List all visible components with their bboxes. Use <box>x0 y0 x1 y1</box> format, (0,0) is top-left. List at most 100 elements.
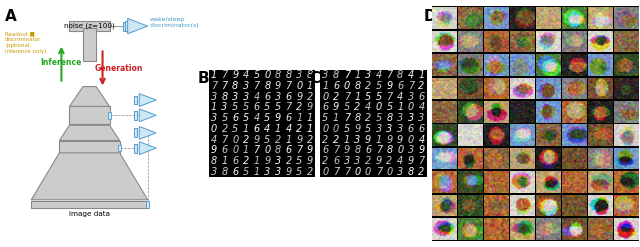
Text: 9: 9 <box>307 145 313 155</box>
Text: 4: 4 <box>397 92 403 102</box>
Text: 7: 7 <box>419 156 425 166</box>
Text: 8: 8 <box>355 145 360 155</box>
Text: 7: 7 <box>221 70 228 81</box>
Text: 9: 9 <box>296 135 303 144</box>
Text: 1: 1 <box>285 135 292 144</box>
Bar <box>134 128 137 137</box>
Text: 7: 7 <box>296 145 303 155</box>
Text: image data: image data <box>69 211 110 217</box>
Text: 5: 5 <box>296 156 303 166</box>
Text: 7: 7 <box>221 135 228 144</box>
Text: 0: 0 <box>408 135 414 144</box>
Text: 8: 8 <box>333 70 339 81</box>
Text: 5: 5 <box>243 113 249 123</box>
Text: 9: 9 <box>397 135 403 144</box>
Text: 3: 3 <box>397 113 403 123</box>
Text: 5: 5 <box>221 113 228 123</box>
Text: A: A <box>5 9 17 23</box>
Text: 9: 9 <box>253 135 260 144</box>
Text: 3: 3 <box>243 92 249 102</box>
Polygon shape <box>31 153 148 200</box>
Text: 2: 2 <box>355 103 360 112</box>
Polygon shape <box>60 125 120 141</box>
Text: 5: 5 <box>264 113 271 123</box>
Text: 8: 8 <box>275 70 281 81</box>
Text: 9: 9 <box>376 156 382 166</box>
Polygon shape <box>140 94 156 106</box>
Text: 6: 6 <box>253 103 260 112</box>
Text: 0: 0 <box>333 124 339 134</box>
Text: 3: 3 <box>408 113 414 123</box>
Text: 4: 4 <box>285 124 292 134</box>
Text: 3: 3 <box>221 103 228 112</box>
Text: 7: 7 <box>344 70 350 81</box>
Text: 2: 2 <box>243 135 249 144</box>
Text: 8: 8 <box>285 70 292 81</box>
Text: 9: 9 <box>387 135 392 144</box>
Bar <box>60 141 120 156</box>
Text: 5: 5 <box>365 92 371 102</box>
Text: 3: 3 <box>344 156 350 166</box>
Text: 7: 7 <box>333 166 339 177</box>
Text: 9: 9 <box>355 124 360 134</box>
Text: 4: 4 <box>253 113 260 123</box>
Text: Generation: Generation <box>95 64 143 73</box>
Text: 1: 1 <box>253 166 260 177</box>
Text: 8: 8 <box>275 145 281 155</box>
Text: 4: 4 <box>253 92 260 102</box>
Text: 6: 6 <box>232 166 238 177</box>
Text: 1: 1 <box>419 70 425 81</box>
Text: 1: 1 <box>307 124 313 134</box>
Text: 7: 7 <box>253 145 260 155</box>
Text: 7: 7 <box>387 70 392 81</box>
Text: 4: 4 <box>376 70 382 81</box>
Text: 0: 0 <box>264 145 271 155</box>
Text: 5: 5 <box>264 135 271 144</box>
Text: 4: 4 <box>419 103 425 112</box>
Bar <box>125 21 128 31</box>
Text: 6: 6 <box>264 92 271 102</box>
Text: 2: 2 <box>307 135 313 144</box>
Text: 6: 6 <box>419 92 425 102</box>
Polygon shape <box>140 142 156 155</box>
Text: 0: 0 <box>232 135 238 144</box>
Text: 0: 0 <box>376 103 382 112</box>
Text: 7: 7 <box>387 92 392 102</box>
Text: 5: 5 <box>253 70 260 81</box>
Text: 0: 0 <box>387 166 392 177</box>
Text: 3: 3 <box>387 124 392 134</box>
Text: 1: 1 <box>307 113 313 123</box>
Text: 5: 5 <box>365 124 371 134</box>
Bar <box>69 106 109 124</box>
Text: 3: 3 <box>296 70 303 81</box>
Text: 2: 2 <box>221 124 228 134</box>
Bar <box>31 201 148 208</box>
Text: 0: 0 <box>323 92 328 102</box>
Text: 4: 4 <box>408 70 414 81</box>
Text: 5: 5 <box>376 92 382 102</box>
Text: 6: 6 <box>285 92 292 102</box>
Text: 8: 8 <box>232 81 238 91</box>
Text: 5: 5 <box>323 113 328 123</box>
Text: 9: 9 <box>307 156 313 166</box>
Text: 1: 1 <box>221 156 228 166</box>
Text: 1: 1 <box>243 145 249 155</box>
Text: 3: 3 <box>397 166 403 177</box>
Bar <box>69 21 109 31</box>
Text: 4: 4 <box>419 135 425 144</box>
Text: 0: 0 <box>232 145 238 155</box>
Text: 0: 0 <box>211 124 217 134</box>
Text: 9: 9 <box>333 103 339 112</box>
Bar <box>123 22 125 31</box>
Text: 0: 0 <box>365 166 371 177</box>
Bar <box>83 28 96 61</box>
Bar <box>134 96 137 104</box>
Text: 8: 8 <box>211 156 217 166</box>
Text: 1: 1 <box>344 135 350 144</box>
Text: 4: 4 <box>243 70 249 81</box>
Text: 2: 2 <box>365 156 371 166</box>
Text: 2: 2 <box>323 135 328 144</box>
Text: 1: 1 <box>355 70 360 81</box>
Text: Inference: Inference <box>41 58 82 67</box>
Text: 3: 3 <box>408 92 414 102</box>
